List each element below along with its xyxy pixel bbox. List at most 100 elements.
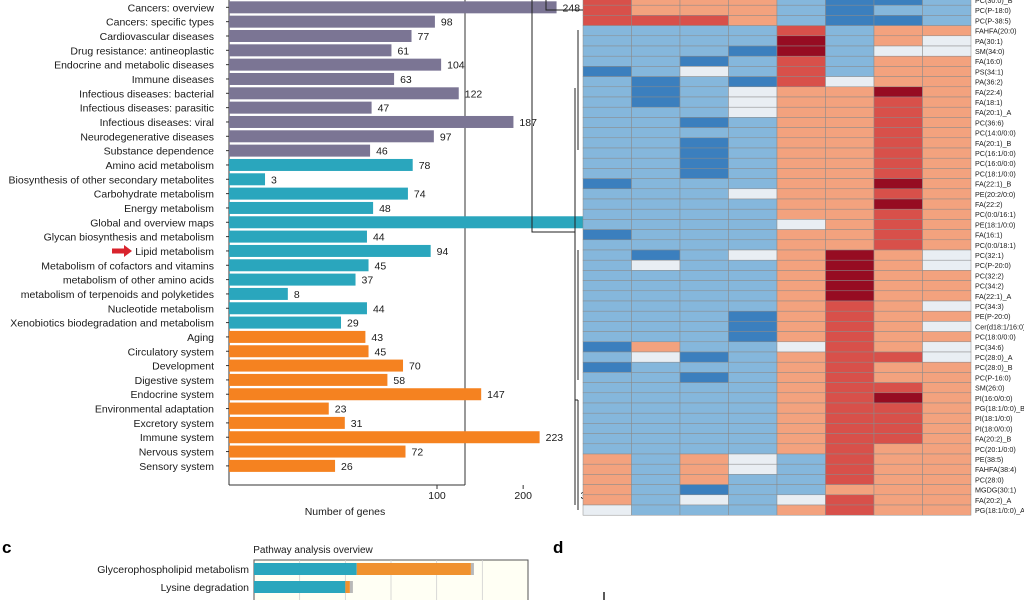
bar	[229, 287, 288, 300]
row-label: PC(0:0/16:1)	[975, 210, 1016, 219]
heatmap-cell	[922, 208, 972, 220]
heatmap-cell	[728, 290, 778, 302]
value-label: 77	[418, 31, 430, 43]
heatmap-cell	[631, 188, 681, 200]
heatmap-cell	[679, 178, 729, 190]
heatmap-cell	[631, 55, 681, 67]
heatmap-cell	[873, 157, 923, 169]
heatmap-cell	[631, 453, 681, 465]
heatmap-cell	[922, 55, 972, 67]
heatmap-cell	[922, 300, 972, 312]
heatmap-cell	[873, 433, 923, 445]
heatmap-cell	[631, 300, 681, 312]
heatmap-cell	[922, 361, 972, 373]
row-label: PC(16:1/0:0)	[975, 149, 1016, 158]
heatmap-cell	[582, 178, 632, 190]
row-label: PC(P-20:0)	[975, 261, 1011, 270]
bar	[229, 58, 442, 71]
heatmap-cell	[776, 178, 826, 190]
row-label: PA(36:2)	[975, 78, 1003, 87]
heatmap-cell	[631, 290, 681, 302]
heatmap-cell	[776, 45, 826, 57]
heatmap-cell	[825, 25, 875, 37]
heatmap-cell	[631, 382, 681, 394]
heatmap-cell	[825, 66, 875, 77]
heatmap-cell	[679, 259, 729, 271]
heatmap-cell	[776, 412, 826, 424]
row-label: PC(P-16:0)	[975, 373, 1011, 382]
heatmap-cell	[776, 86, 826, 98]
heatmap-cell	[631, 198, 681, 210]
row-label: FA(22:1)_B	[975, 180, 1012, 189]
heatmap-cell	[922, 423, 972, 434]
heatmap-cell	[728, 423, 778, 434]
value-label: 58	[393, 375, 405, 387]
pathway-overview-chart: Pathway analysis overview Glycerophosphol…	[97, 545, 529, 600]
heatmap-cell	[631, 229, 681, 241]
row-label: SM(34:0)	[975, 47, 1005, 56]
row-label: FA(22:1)_A	[975, 292, 1012, 301]
heatmap-cell	[728, 96, 778, 108]
value-label: 29	[347, 318, 359, 330]
heatmap-cell	[679, 280, 729, 292]
heatmap-cell	[728, 198, 778, 210]
heatmap-cell	[582, 45, 632, 57]
bar	[229, 345, 369, 358]
heatmap-cell	[582, 259, 632, 271]
heatmap-cell	[776, 106, 826, 118]
heatmap-cell	[631, 96, 681, 108]
heatmap-cell	[776, 351, 826, 363]
value-label: 70	[409, 361, 421, 373]
value-label: 46	[376, 146, 388, 158]
heatmap-cell	[922, 178, 972, 190]
bar	[229, 15, 435, 28]
bar	[229, 259, 369, 272]
heatmap-cell	[728, 45, 778, 57]
heatmap-cell	[873, 25, 923, 37]
value-label: 3	[271, 174, 277, 186]
heatmap-cell	[825, 198, 875, 210]
heatmap-cell	[582, 55, 632, 67]
row-label: Cer(d18:1/16:0)	[975, 322, 1024, 331]
heatmap-cell	[873, 4, 923, 16]
heatmap-cell	[728, 86, 778, 98]
bar	[229, 445, 406, 458]
category-label: Development	[152, 361, 214, 373]
heatmap-cell	[825, 249, 875, 261]
value-label: 122	[465, 88, 483, 100]
heatmap-cell	[728, 66, 778, 77]
heatmap-cell	[631, 25, 681, 37]
heatmap-cell	[728, 300, 778, 312]
heatmap-cell	[631, 259, 681, 271]
heatmap-cell	[873, 45, 923, 57]
category-label: Circulatory system	[128, 346, 215, 358]
heatmap-cell	[776, 402, 826, 414]
row-label: PC(34:3)	[975, 302, 1004, 311]
category-label: Lysine degradation	[161, 582, 250, 594]
heatmap-cell	[631, 208, 681, 220]
heatmap-cell	[873, 96, 923, 108]
heatmap-cell	[582, 127, 632, 139]
heatmap-cell	[873, 341, 923, 353]
heatmap-cell	[825, 494, 875, 506]
x-axis-title: Number of genes	[305, 506, 386, 518]
category-label: Excretory system	[133, 418, 214, 430]
category-label: Metabolism of cofactors and vitamins	[41, 260, 214, 272]
heatmap-cell	[825, 453, 875, 465]
heatmap-cell	[728, 412, 778, 424]
heatmap-cell	[631, 504, 681, 516]
heatmap-cell	[825, 351, 875, 363]
heatmap-cell	[679, 35, 729, 47]
row-label: SM(26:0)	[975, 384, 1005, 393]
category-label: Cardiovascular diseases	[100, 31, 214, 43]
heatmap-cell	[776, 168, 826, 179]
heatmap-cell	[679, 157, 729, 169]
heatmap-cell	[776, 55, 826, 67]
heatmap-cell	[776, 208, 826, 220]
row-label: FA(16:0)	[975, 57, 1003, 66]
heatmap-cell	[582, 280, 632, 292]
value-label: 45	[375, 260, 387, 272]
heatmap-cell	[679, 270, 729, 281]
bar	[229, 402, 329, 415]
category-label: Infectious diseases: viral	[100, 117, 214, 129]
